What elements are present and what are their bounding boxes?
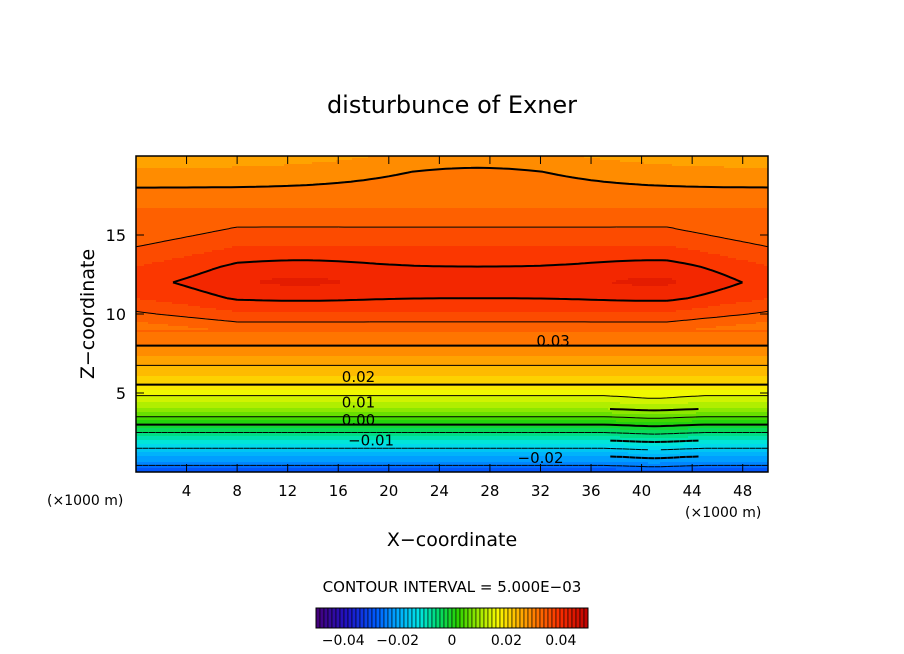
exner-contour-chart: disturbunce of Exner 0.03 0.02 0.01 0.00… <box>0 0 904 654</box>
chart-title: disturbunce of Exner <box>327 91 577 119</box>
plot-area <box>136 156 769 473</box>
